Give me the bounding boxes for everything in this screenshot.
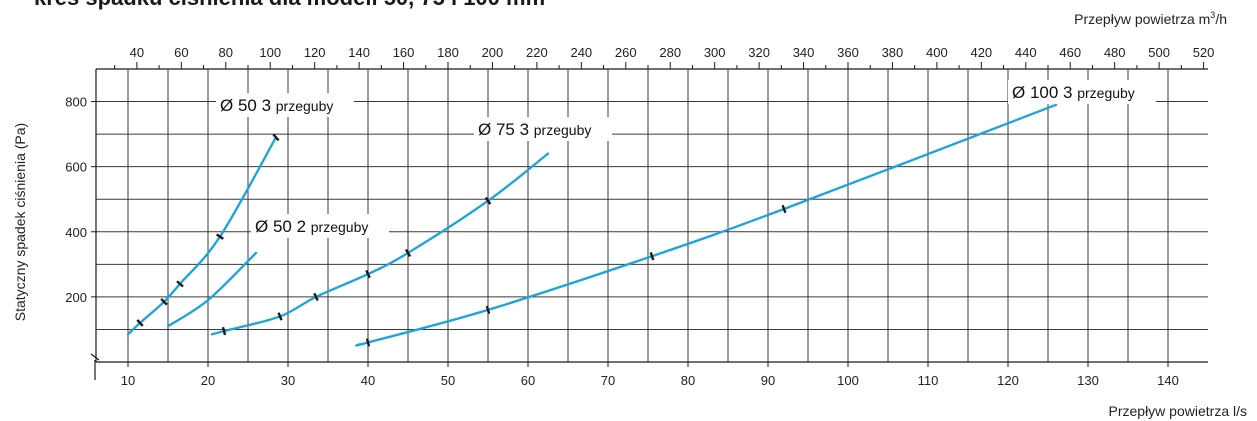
series-label-100-3: Ø 100 3 przeguby	[1012, 83, 1135, 102]
series-marker	[484, 196, 492, 205]
series-label-bg	[1008, 80, 1156, 104]
top-tick-label: 180	[437, 45, 459, 60]
series-label-50-2: Ø 50 2 przeguby	[255, 217, 368, 236]
series-label-name: Ø 100 3	[1012, 83, 1077, 102]
x-tick-label: 40	[361, 373, 375, 388]
top-tick-label: 500	[1148, 45, 1170, 60]
series-line-75-3	[210, 152, 550, 336]
top-tick-label: 300	[704, 45, 726, 60]
top-tick-label: 140	[348, 45, 370, 60]
series-marker	[136, 319, 144, 327]
top-axis-title: Przepływ powietrza m3/h	[1074, 10, 1227, 27]
top-tick-label: 120	[304, 45, 326, 60]
series-marker	[485, 305, 491, 315]
top-tick-label: 380	[882, 45, 904, 60]
series-marker	[272, 133, 280, 142]
top-tick-label: 340	[793, 45, 815, 60]
series-marker	[313, 292, 319, 302]
top-axis-title-sup: 3	[1210, 10, 1215, 20]
series-label-bg	[474, 117, 612, 141]
top-tick-label: 420	[970, 45, 992, 60]
series-marker	[221, 326, 227, 336]
x-tick-label: 50	[441, 373, 455, 388]
top-tick-label: 480	[1104, 45, 1126, 60]
series-marker	[365, 269, 371, 279]
top-tick-label: 100	[259, 45, 281, 60]
top-tick-label: 200	[482, 45, 504, 60]
top-axis-title-suffix: /h	[1215, 11, 1227, 27]
x-tick-label: 120	[997, 373, 1019, 388]
series-label-name: Ø 75 3	[478, 120, 534, 139]
series-label-bg	[216, 93, 354, 117]
series-curves	[126, 103, 1058, 347]
x-axis-title: Przepływ powietrza l/s	[1109, 403, 1248, 419]
y-tick-label: 600	[65, 160, 87, 175]
x-tick-label: 60	[521, 373, 535, 388]
series-label-50-3: Ø 50 3 przeguby	[220, 96, 333, 115]
series-marker	[277, 312, 283, 321]
series-label-bg	[251, 214, 389, 238]
series-marker	[365, 338, 371, 347]
y-axis-title: Statyczny spadek ciśnienia (Pa)	[12, 123, 28, 321]
x-tick-label: 80	[681, 373, 695, 388]
series-line-100-3	[355, 103, 1058, 347]
series-label-name: Ø 50 3	[220, 96, 276, 115]
x-tick-label: 20	[201, 373, 215, 388]
series-label-75-3: Ø 75 3 przeguby	[478, 120, 591, 139]
series-marker	[160, 298, 168, 306]
x-axis-ticks: 10 20 30 40 50 60 70 80 90 100 110 120 130 140	[121, 362, 1179, 388]
top-tick-label: 520	[1193, 45, 1215, 60]
top-tick-label: 220	[526, 45, 548, 60]
series-label-suffix: przeguby	[534, 122, 592, 138]
top-tick-label: 440	[1015, 45, 1037, 60]
series-line-50-2	[166, 251, 258, 328]
top-tick-label: 40	[130, 45, 144, 60]
series-label-name: Ø 50 2	[255, 217, 311, 236]
y-tick-label: 400	[65, 225, 87, 240]
x-tick-label: 90	[761, 373, 775, 388]
x-tick-label: 10	[121, 373, 135, 388]
top-tick-label: 280	[659, 45, 681, 60]
x-tick-label: 130	[1077, 373, 1099, 388]
series-label-suffix: przeguby	[1077, 85, 1135, 101]
top-tick-label: 460	[1059, 45, 1081, 60]
top-tick-label: 360	[837, 45, 859, 60]
y-tick-label: 200	[65, 290, 87, 305]
series-marker	[781, 204, 787, 214]
top-tick-label: 60	[174, 45, 188, 60]
series-marker	[404, 248, 412, 257]
x-tick-label: 30	[281, 373, 295, 388]
series-marker	[216, 233, 224, 240]
y-axis-ticks: 200 400 600 800	[65, 95, 96, 305]
top-tick-label: 400	[926, 45, 948, 60]
plot-frame	[90, 68, 1208, 380]
series-label-suffix: przeguby	[276, 98, 334, 114]
top-tick-label: 260	[615, 45, 637, 60]
x-tick-label: 110	[918, 373, 939, 388]
x-tick-label: 70	[601, 373, 615, 388]
series-marker	[176, 280, 184, 288]
y-tick-label: 800	[65, 95, 87, 110]
top-tick-label: 160	[393, 45, 415, 60]
axis-break-mark	[90, 353, 100, 361]
chart-title: kres spadku ciśnienia dla modeli 50, 75 …	[34, 0, 545, 10]
top-axis-title-main: Przepływ powietrza m	[1074, 11, 1210, 27]
top-tick-label: 80	[219, 45, 233, 60]
top-tick-label: 320	[748, 45, 770, 60]
x-tick-label: 100	[837, 373, 859, 388]
top-tick-label: 240	[570, 45, 592, 60]
top-axis-ticks: 40 60 80 100 120 140 160 180 200 220 240 260 280 300 3…	[114, 45, 1215, 69]
x-tick-label: 140	[1157, 373, 1179, 388]
series-label-suffix: przeguby	[311, 219, 369, 235]
series-marker	[649, 252, 655, 261]
